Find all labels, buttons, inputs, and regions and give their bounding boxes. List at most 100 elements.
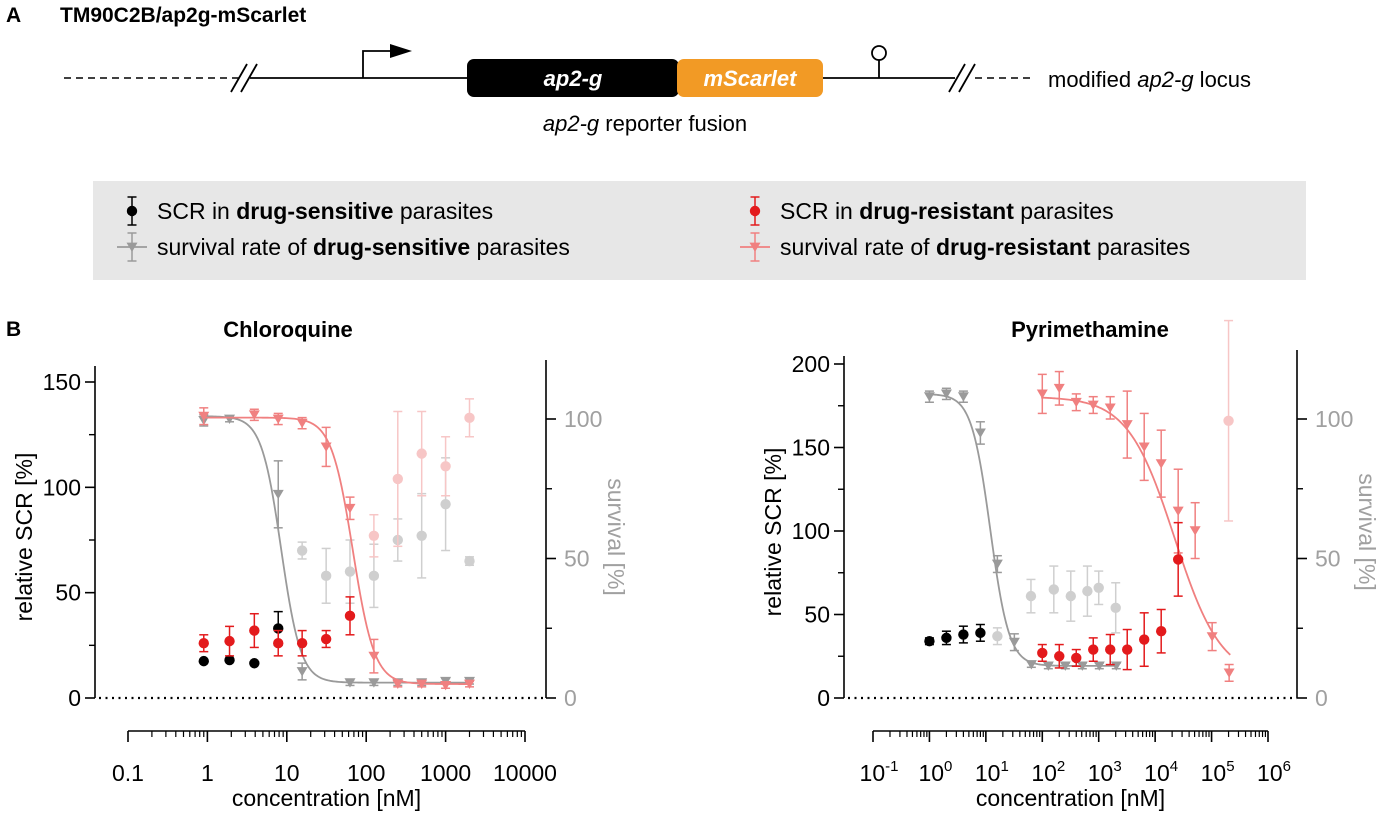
data-point — [992, 631, 1003, 642]
y2-tick-label: 0 — [564, 685, 577, 711]
data-point — [1093, 661, 1105, 671]
x-tick-label: 100 — [918, 758, 952, 786]
x-tick-label: 10-1 — [860, 758, 899, 786]
data-point — [1122, 644, 1133, 655]
data-point — [464, 412, 475, 424]
x-tick-label: 105 — [1201, 758, 1235, 786]
data-point — [416, 530, 427, 541]
construct-title: TM90C2B/ap2g-mScarlet — [60, 4, 306, 27]
legend-circle-icon — [749, 205, 761, 217]
right-axis: 0 50 100 survival [%] — [545, 360, 629, 711]
gene-box — [467, 59, 679, 97]
data-point — [344, 503, 356, 514]
data-point — [1105, 644, 1116, 655]
fusion-caption: ap2-g reporter fusion — [543, 111, 747, 136]
break-mark-right-2 — [958, 63, 976, 93]
y2-axis-label: survival [%] — [603, 478, 629, 596]
legend-label: survival rate of drug-sensitive parasite… — [157, 234, 570, 260]
data-point — [368, 530, 380, 541]
data-point — [198, 638, 209, 649]
data-point — [344, 610, 356, 622]
gene-box-label: ap2-g — [544, 66, 603, 91]
data-point — [1082, 585, 1093, 597]
data-point — [1121, 420, 1133, 430]
x-tick-label: 106 — [1257, 758, 1291, 786]
data-point — [923, 392, 935, 402]
terminator-icon — [871, 45, 887, 61]
data-point — [1025, 660, 1037, 670]
y-tick-label: 50 — [55, 580, 81, 606]
series-scr-1 — [296, 457, 475, 609]
series-scr-3 — [368, 398, 475, 558]
x-tick-label: 102 — [1031, 758, 1065, 786]
data-point — [416, 448, 427, 459]
data-point — [1048, 584, 1060, 595]
data-point — [924, 636, 935, 647]
legend-triangle-icon — [749, 242, 761, 252]
data-point — [975, 627, 986, 639]
data-point — [272, 414, 284, 424]
data-point — [1054, 651, 1065, 662]
legend-item: SCR in drug-resistant parasites — [749, 196, 1114, 226]
data-point — [198, 411, 210, 422]
y2-tick-label: 100 — [1315, 406, 1353, 432]
panel-a-label: A — [6, 4, 21, 27]
y2-tick-label: 50 — [1315, 546, 1341, 572]
tag-box-label: mScarlet — [704, 66, 799, 91]
data-point — [224, 654, 235, 666]
data-point — [392, 679, 404, 689]
x-tick-label: 101 — [975, 758, 1009, 786]
x-axis-label: concentration [nM] — [976, 785, 1165, 811]
data-point — [1037, 647, 1048, 659]
data-point — [1008, 637, 1020, 648]
pyrimethamine-chart: Pyrimethamine 0 50 100 150 200 relative SCR [%… — [760, 317, 1380, 811]
y-tick-label: 200 — [792, 351, 830, 377]
data-point — [320, 570, 332, 582]
series-surv-4 — [923, 387, 1122, 671]
data-point — [416, 679, 428, 689]
x-tick-label: 103 — [1088, 758, 1122, 786]
data-point — [440, 498, 451, 510]
data-point — [1172, 506, 1184, 517]
x-tick-label: 10000 — [493, 760, 557, 786]
data-point — [296, 418, 308, 429]
y-tick-label: 0 — [817, 685, 830, 711]
x-axis: 0.1 1 10 100 1000 10000 concentration [nM] — [112, 730, 557, 811]
fit-curve — [928, 393, 1118, 667]
legend-circle-icon — [126, 205, 138, 217]
data-point — [249, 625, 260, 636]
data-point — [344, 678, 356, 688]
series-surv-5 — [198, 407, 476, 691]
legend-item: SCR in drug-sensitive parasites — [126, 196, 493, 226]
x-axis-label: concentration [nM] — [232, 785, 421, 811]
panel-b-label: B — [6, 318, 21, 341]
chart-title: Chloroquine — [223, 317, 353, 342]
fit-curve — [202, 415, 472, 684]
data-point — [1104, 403, 1116, 413]
x-axis: 10-1 100 101 102 103 104 105 106 concentration [… — [860, 730, 1291, 811]
data-point — [1087, 400, 1099, 410]
x-tick-label: 1000 — [420, 760, 471, 786]
right-axis: 0 50 100 survival [%] — [1296, 350, 1380, 711]
data-point — [1036, 389, 1048, 399]
y2-axis-label: survival [%] — [1354, 473, 1380, 591]
data-point — [1070, 397, 1082, 408]
data-point — [224, 635, 235, 647]
data-point — [1189, 526, 1201, 536]
data-point — [320, 633, 332, 645]
left-axis: 0 50 100 150 200 relative SCR [%] — [760, 351, 845, 711]
data-point — [940, 389, 952, 399]
fit-curve — [1041, 396, 1231, 656]
data-point — [273, 638, 284, 649]
data-point — [991, 559, 1003, 570]
y2-tick-label: 0 — [1315, 685, 1328, 711]
x-tick-label: 10 — [274, 760, 300, 786]
data-point — [958, 629, 969, 640]
panel-a: A TM90C2B/ap2g-mScarlet ap2-g mScarlet m… — [6, 4, 1251, 136]
data-point — [1223, 415, 1234, 426]
legend-item: survival rate of drug-resistant parasite… — [740, 232, 1190, 262]
tag-box — [677, 59, 823, 97]
data-point — [368, 570, 380, 582]
series-scr-2 — [1037, 521, 1184, 671]
data-point — [296, 545, 308, 556]
